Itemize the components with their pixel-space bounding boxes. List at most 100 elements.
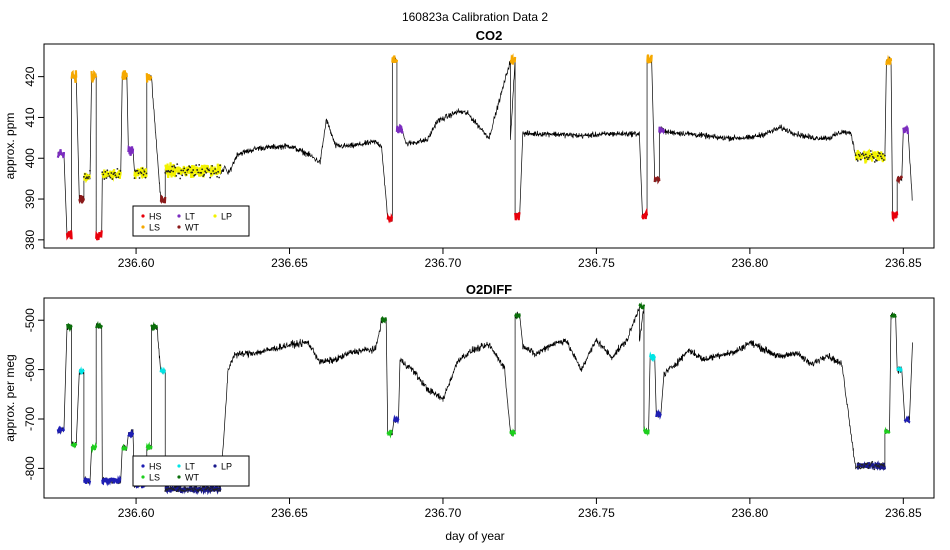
calibration-point <box>192 489 195 492</box>
calibration-segment-o2_LT <box>896 365 903 373</box>
calibration-point <box>863 465 866 468</box>
calibration-segment-HS <box>95 230 103 241</box>
calibration-point <box>217 490 220 492</box>
y-axis-label: approx. ppm <box>3 113 17 180</box>
calibration-point <box>862 466 865 469</box>
calibration-point <box>173 488 176 491</box>
y-tick-label: 380 <box>23 230 37 250</box>
calibration-point <box>197 490 200 492</box>
x-tick-label: 236.65 <box>271 256 308 270</box>
calibration-point <box>85 177 87 180</box>
calibration-point <box>185 489 188 492</box>
calibration-segment-LS <box>646 54 653 65</box>
calibration-segment-LT <box>658 126 666 135</box>
y-tick-label: 390 <box>23 189 37 209</box>
calibration-segment-LS <box>885 54 893 66</box>
calibration-point <box>195 164 198 167</box>
calibration-point <box>854 154 857 157</box>
legend-marker-WT <box>177 475 181 479</box>
calibration-point <box>170 486 173 489</box>
calibration-point <box>212 170 215 172</box>
calibration-point <box>101 171 104 174</box>
calibration-point <box>103 178 106 180</box>
x-tick-label: 236.80 <box>732 256 769 270</box>
calibration-point <box>856 159 859 162</box>
calibration-point <box>217 170 220 173</box>
calibration-point <box>203 486 206 488</box>
legend-marker-LT <box>177 214 181 218</box>
calibration-segment-o2_WT <box>889 312 897 319</box>
calibration-segment-LT <box>395 123 404 134</box>
calibration-point <box>203 173 206 176</box>
calibration-point <box>872 466 875 469</box>
calibration-point <box>181 174 184 177</box>
calibration-point <box>219 164 222 167</box>
calibration-point <box>205 488 208 491</box>
calibration-point <box>205 171 208 174</box>
calibration-point <box>216 487 219 490</box>
calibration-point <box>140 172 143 175</box>
calibration-segment-WT <box>78 194 85 205</box>
calibration-point <box>176 163 179 166</box>
y-tick-label: 410 <box>23 107 37 127</box>
calibration-point <box>866 462 869 465</box>
calibration-segment-o2_HS <box>56 425 66 435</box>
data-layer <box>56 301 913 496</box>
calibration-point <box>183 490 186 492</box>
calibration-point <box>873 161 876 163</box>
calibration-point <box>194 488 197 491</box>
calibration-segment-WT <box>159 194 167 204</box>
calibration-point <box>196 169 199 171</box>
calibration-point <box>871 155 874 158</box>
calibration-point <box>115 176 118 179</box>
calibration-point <box>182 169 185 172</box>
calibration-point <box>177 488 180 491</box>
legend-box <box>132 455 250 487</box>
legend-box <box>132 205 250 237</box>
legend-marker-LS <box>141 225 145 229</box>
calibration-segment-LS <box>70 69 78 84</box>
calibration-point <box>169 171 172 173</box>
calibration-segment-LS <box>391 55 399 63</box>
calibration-point <box>144 176 147 179</box>
calibration-point <box>105 177 108 180</box>
legend-label-LP: LP <box>221 212 232 222</box>
calibration-segment-o2_LT <box>159 366 166 376</box>
calibration-point <box>858 465 861 468</box>
calibration-point <box>170 169 173 172</box>
calibration-segment-LS <box>145 73 153 83</box>
plot-frame <box>43 297 935 499</box>
calibration-point <box>136 169 139 172</box>
plot-o2diff: O2DIFF 236.60 236.65 236.70 236.75 236.80 236.… <box>3 282 935 520</box>
calibration-point <box>218 487 221 490</box>
calibration-point <box>204 170 207 173</box>
plot-co2: CO2 236.60 236.65 236.70 236.75 236.80 236.85 3… <box>3 28 935 270</box>
calibration-point <box>867 467 870 470</box>
calibration-point <box>183 167 186 170</box>
calibration-point <box>145 172 148 175</box>
calibration-point <box>202 175 205 178</box>
calibration-point <box>215 172 218 174</box>
calibration-point <box>861 152 864 155</box>
calibration-point <box>118 173 121 175</box>
x-tick-label: 236.65 <box>271 506 308 520</box>
calibration-point <box>884 154 886 157</box>
calibration-point <box>206 167 209 170</box>
calibration-point <box>137 172 140 175</box>
calibration-segment-o2_WT <box>65 322 73 333</box>
calibration-point <box>869 150 872 152</box>
calibration-point <box>171 165 174 168</box>
calibration-point <box>191 487 194 490</box>
calibration-point <box>133 177 136 180</box>
legend-label-HS: HS <box>149 462 162 472</box>
calibration-point <box>141 167 144 170</box>
calibration-point <box>876 155 879 157</box>
calibration-segment-LT <box>902 124 910 135</box>
y-axis-label: approx. per meg <box>3 354 17 441</box>
calibration-point <box>882 464 885 466</box>
calibration-point <box>200 487 203 490</box>
calibration-point <box>882 159 885 161</box>
calibration-point <box>211 486 214 489</box>
calibration-point <box>875 463 878 466</box>
plots-layer: CO2 236.60 236.65 236.70 236.75 236.80 236.85 3… <box>3 28 935 520</box>
